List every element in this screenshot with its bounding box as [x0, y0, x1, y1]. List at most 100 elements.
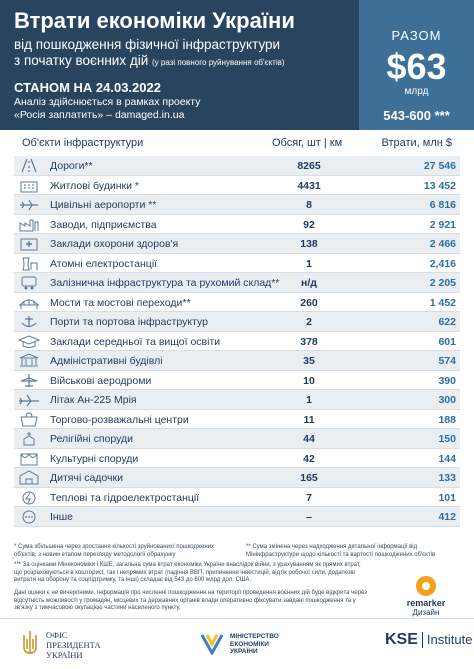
- row-volume: 378: [300, 335, 318, 348]
- table-row: Адміністративні будівлі 35 574: [14, 351, 460, 371]
- total-label: РАЗОМ: [391, 28, 442, 43]
- subtitle-note: (у разі повного руйнування об'єктів): [152, 58, 285, 67]
- row-name: Заводи, підприємства: [50, 218, 157, 231]
- row-volume: 42: [303, 452, 315, 465]
- row-name: Порти та портова інфраструктур: [50, 316, 209, 328]
- infrastructure-table: Дороги** 8265 27 546 Житлові будинки * 4431 1…: [14, 156, 460, 527]
- row-loss: 27 546: [423, 160, 456, 172]
- row-volume: 260: [300, 296, 318, 309]
- mineco-line-2: ЕКОНОМІКИ: [230, 640, 269, 648]
- row-loss: 2 921: [429, 218, 456, 231]
- table-row: Порти та портова інфраструктур 2 622: [14, 312, 460, 332]
- row-name: Атомні електростанції: [50, 257, 158, 270]
- row-volume: 165: [300, 472, 318, 484]
- page-title: Втрати економіки України: [14, 8, 295, 33]
- table-row: Залізнична інфраструктура та рухомий скл…: [14, 273, 460, 293]
- analysis-line-1: Аналіз здійснюється в рамках проекту: [14, 96, 201, 108]
- table-row: Дитячі садочки 165 133: [14, 468, 460, 488]
- table-row: Заводи, підприємства 92 2 921: [14, 215, 460, 234]
- kindergarten-icon: [19, 470, 39, 485]
- footnote-1: * Сума збільшена через зростання кількос…: [14, 544, 215, 558]
- ofp-line-3: УКРАЇНИ: [46, 650, 83, 660]
- row-volume: 1: [306, 257, 312, 270]
- row-name: Житлові будинки *: [50, 179, 139, 192]
- graduation-cap-icon: [18, 334, 40, 348]
- row-volume: 44: [303, 433, 315, 445]
- table-row: Торгово-розважальні центри 11 188: [14, 410, 460, 429]
- kse-logo: KSE Institute: [385, 631, 472, 649]
- row-name: Мости та мостові переходи**: [50, 296, 191, 309]
- table-row: Дороги** 8265 27 546: [14, 156, 460, 176]
- row-volume: 1: [306, 394, 312, 406]
- subtitle-line-2: з початку воєнних дій: [14, 53, 149, 68]
- kse-institute: Institute: [426, 632, 473, 647]
- row-name: Теплові та гідроелектростанції: [50, 491, 200, 504]
- row-loss: 2 205: [429, 277, 456, 289]
- row-name: Інше: [50, 511, 73, 523]
- row-name: Цивільні аеропорти **: [50, 199, 157, 211]
- row-volume: 7: [306, 491, 312, 504]
- row-loss: 150: [438, 433, 456, 445]
- table-row: Атомні електростанції 1 2,416: [14, 254, 460, 273]
- footnote-3: *** За оцінками Мінекономіки і КШЕ, зага…: [14, 562, 361, 583]
- table-header: Об'єкти інфраструктури Обсяг, шт | км Вт…: [14, 134, 460, 154]
- designer-brand: remarker: [406, 598, 446, 608]
- row-loss: 412: [438, 511, 456, 523]
- table-row: Релігійні споруди 44 150: [14, 429, 460, 449]
- kse-separator: [421, 631, 423, 648]
- row-name: Військові аеродроми: [50, 374, 152, 387]
- row-volume: 11: [303, 413, 315, 426]
- table-row: Цивільні аеропорти ** 8 6 816: [14, 195, 460, 215]
- analysis-line-2: «Росія заплатить» – damaged.in.ua: [14, 109, 185, 121]
- row-loss: 390: [438, 374, 456, 387]
- an225-plane-icon: [19, 394, 39, 407]
- row-name: Релігійні споруди: [50, 433, 133, 445]
- footnote-2: ** Сума змінена через надходження деталь…: [246, 544, 436, 558]
- row-volume: –: [306, 511, 312, 523]
- bridge-icon: [19, 298, 39, 309]
- table-row: Теплові та гідроелектростанції 7 101: [14, 488, 460, 507]
- mineco-line-3: УКРАЇНИ: [230, 648, 258, 655]
- factory-icon: [19, 219, 39, 231]
- government-building-icon: [19, 353, 39, 367]
- theater-icon: [20, 452, 38, 465]
- row-volume: 138: [300, 238, 318, 250]
- port-icon: [21, 316, 37, 328]
- row-loss: 574: [438, 355, 456, 367]
- mineco-line-1: МІНІСТЕРСТВО: [230, 633, 279, 640]
- remarker-logo-icon: [416, 576, 436, 596]
- header-banner: Втрати економіки України від пошкодження…: [0, 0, 474, 130]
- row-volume: 8265: [297, 160, 321, 172]
- ministry-mark-icon: [200, 634, 224, 655]
- nuclear-plant-icon: [22, 257, 38, 270]
- power-plant-icon: [22, 491, 36, 504]
- footer-logos: ОФІС ПРЕЗИДЕНТА УКРАЇНИ МІНІСТЕРСТВО ЕКО…: [0, 618, 474, 669]
- military-plane-icon: [20, 373, 38, 387]
- table-row: Літак Ан-225 Мрія 1 300: [14, 390, 460, 410]
- table-row: Інше – 412: [14, 507, 460, 527]
- total-unit: млрд: [404, 86, 429, 97]
- table-row: Культурні споруди 42 144: [14, 449, 460, 468]
- office-of-president-logo: ОФІС ПРЕЗИДЕНТА УКРАЇНИ: [20, 627, 160, 663]
- row-name: Адміністративні будівлі: [50, 355, 163, 367]
- ofp-line-1: ОФІС: [46, 630, 68, 640]
- row-name: Культурні споруди: [50, 452, 139, 465]
- total-amount: $63: [386, 46, 447, 87]
- table-row: Житлові будинки * 4431 13 452: [14, 176, 460, 195]
- shopping-center-icon: [20, 411, 38, 426]
- designer-credit: remarker Дизайн: [396, 576, 456, 622]
- ofp-line-2: ПРЕЗИДЕНТА: [46, 640, 101, 650]
- row-volume: 2: [306, 316, 312, 328]
- row-loss: 300: [438, 394, 456, 406]
- column-header-name: Об'єкти інфраструктури: [22, 137, 144, 149]
- table-row: Мости та мостові переходи** 260 1 452: [14, 293, 460, 312]
- hospital-icon: [20, 238, 38, 251]
- row-name: Дороги**: [50, 160, 93, 172]
- row-loss: 1 452: [429, 296, 456, 309]
- row-volume: 4431: [297, 179, 321, 192]
- row-loss: 2,416: [429, 257, 456, 270]
- row-loss: 622: [438, 316, 456, 328]
- subtitle-line-1: від пошкодження фізичної інфраструктури: [14, 37, 281, 52]
- row-name: Літак Ан-225 Мрія: [50, 394, 137, 406]
- row-loss: 2 466: [429, 238, 456, 250]
